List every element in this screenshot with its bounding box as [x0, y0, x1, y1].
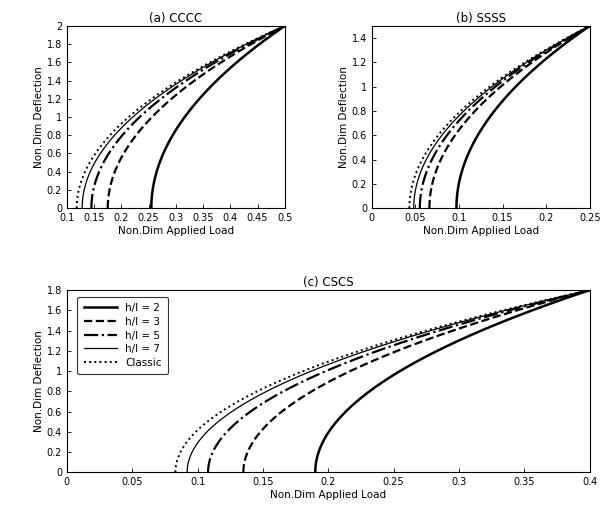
X-axis label: Non.Dim Applied Load: Non.Dim Applied Load	[271, 490, 386, 500]
h/l = 7	[586, 287, 593, 293]
h/l = 5	[340, 361, 347, 367]
h/l = 3	[570, 291, 577, 297]
h/l = 5	[568, 291, 575, 297]
X-axis label: Non.Dim Applied Load: Non.Dim Applied Load	[423, 226, 539, 236]
h/l = 3	[341, 371, 348, 377]
Classic	[450, 320, 457, 326]
h/l = 3	[320, 381, 327, 388]
h/l = 5	[204, 469, 212, 475]
h/l = 7	[567, 291, 575, 297]
h/l = 3	[472, 320, 480, 326]
Y-axis label: Non.Dim Deflection: Non.Dim Deflection	[339, 66, 349, 168]
Classic	[567, 291, 574, 297]
h/l = 5	[316, 371, 323, 377]
h/l = 7	[277, 381, 284, 388]
X-axis label: Non.Dim Applied Load: Non.Dim Applied Load	[118, 226, 234, 236]
Y-axis label: Non.Dim Deflection: Non.Dim Deflection	[34, 66, 44, 168]
h/l = 5	[461, 320, 468, 326]
Classic	[268, 381, 275, 388]
h/l = 7	[184, 469, 191, 475]
h/l = 3	[240, 469, 247, 475]
Line: h/l = 3: h/l = 3	[243, 290, 590, 472]
h/l = 2	[573, 291, 581, 297]
Title: (a) CCCC: (a) CCCC	[149, 12, 202, 25]
Line: h/l = 7: h/l = 7	[187, 290, 590, 472]
h/l = 7	[454, 320, 461, 326]
Y-axis label: Non.Dim Deflection: Non.Dim Deflection	[34, 330, 44, 432]
h/l = 3	[586, 287, 593, 293]
h/l = 5	[291, 383, 298, 389]
Classic	[586, 287, 593, 293]
Line: Classic: Classic	[175, 290, 590, 472]
h/l = 7	[326, 361, 333, 367]
Line: h/l = 5: h/l = 5	[208, 290, 590, 472]
h/l = 2	[496, 320, 503, 326]
h/l = 3	[318, 383, 325, 389]
Legend: h/l = 2, h/l = 3, h/l = 5, h/l = 7, Classic: h/l = 2, h/l = 3, h/l = 5, h/l = 7, Clas…	[77, 297, 168, 374]
h/l = 5	[586, 287, 593, 293]
h/l = 2	[392, 371, 399, 377]
h/l = 2	[373, 383, 381, 389]
h/l = 2	[375, 381, 382, 388]
Line: h/l = 2: h/l = 2	[316, 290, 590, 472]
h/l = 7	[274, 383, 282, 389]
Title: (b) SSSS: (b) SSSS	[456, 12, 506, 25]
h/l = 2	[409, 361, 416, 367]
Title: (c) CSCS: (c) CSCS	[303, 276, 354, 289]
h/l = 5	[292, 381, 300, 388]
h/l = 2	[312, 469, 319, 475]
h/l = 2	[586, 287, 593, 293]
h/l = 7	[302, 371, 309, 377]
h/l = 3	[362, 361, 370, 367]
Classic	[171, 469, 179, 475]
Classic	[319, 361, 326, 367]
Classic	[293, 371, 300, 377]
Classic	[265, 383, 272, 389]
